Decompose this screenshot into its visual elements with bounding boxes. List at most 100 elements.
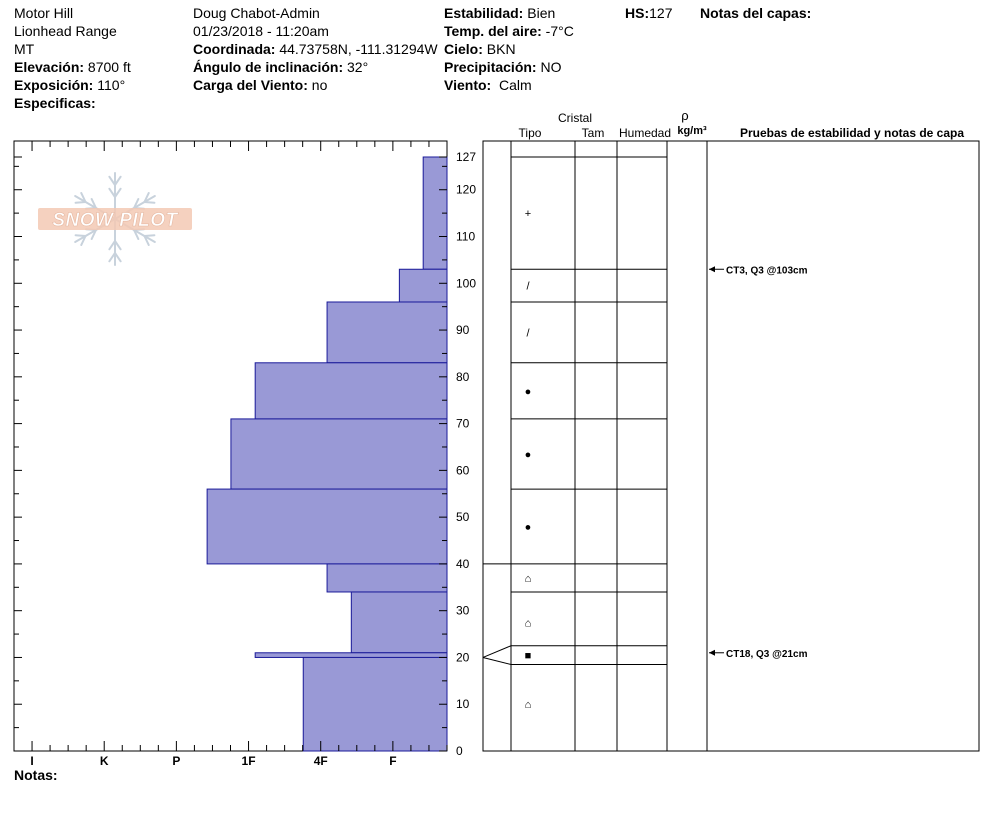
grain-symbol: /: [526, 327, 530, 339]
grain-symbol: ●: [525, 521, 532, 533]
sky: Cielo: BKN: [444, 40, 574, 58]
humedad-header: Humedad: [619, 126, 671, 140]
wind-load-value: no: [311, 77, 328, 93]
elevation-value: 8700 ft: [87, 59, 131, 75]
hardness-label: F: [389, 754, 396, 768]
hardness-bar-5: [206, 488, 448, 565]
density-unit-header: kg/m³: [677, 125, 707, 137]
hardness-bar-7: [350, 591, 448, 654]
cristal-header: Cristal: [558, 111, 592, 125]
tests-header: Pruebas de estabilidad y notas de capa: [740, 126, 964, 140]
wind-load: Carga del Viento: no: [193, 76, 438, 94]
hardness-bar-1: [398, 268, 448, 303]
wind-value: Calm: [498, 77, 532, 93]
height-label: 0: [456, 744, 463, 758]
incline: Ángulo de inclinación: 32°: [193, 58, 438, 76]
coord-value: 44.73758N, -111.31294W: [279, 41, 438, 57]
precipitation: Precipitación: NO: [444, 58, 574, 76]
precip-label: Precipitación:: [444, 59, 537, 75]
height-label: 70: [456, 417, 470, 431]
height-label: 60: [456, 463, 470, 477]
hardness-label: 1F: [242, 754, 256, 768]
hardness-bar-2: [326, 301, 448, 364]
notes-label: Notas:: [14, 767, 58, 783]
stability-value: Bien: [527, 5, 556, 21]
wind-label: Viento:: [444, 77, 492, 93]
logo-banner: [38, 208, 192, 230]
stability-tests: CT3, Q3 @103cm CT18, Q3 @21cm: [709, 265, 808, 660]
height-label: 30: [456, 604, 470, 618]
layer-rows: [482, 156, 667, 665]
sky-label: Cielo:: [444, 41, 483, 57]
aspect: Exposición: 110°: [14, 76, 131, 94]
test-arrow: [709, 266, 715, 273]
tipo-header: Tipo: [519, 126, 542, 140]
hardness-label: 4F: [314, 754, 328, 768]
hardness-bar-6: [326, 563, 448, 593]
incline-label: Ángulo de inclinación:: [193, 59, 344, 75]
wind-load-label: Carga del Viento:: [193, 77, 308, 93]
test-label: CT18, Q3 @21cm: [726, 649, 808, 660]
elevation-label: Elevación:: [14, 59, 85, 75]
height-label: 50: [456, 510, 470, 524]
height-label: 80: [456, 370, 470, 384]
hardness-label: K: [100, 754, 109, 768]
height-label: 90: [456, 323, 470, 337]
stability-label: Estabilidad:: [444, 5, 524, 21]
height-label: 40: [456, 557, 470, 571]
height-label: 20: [456, 650, 470, 664]
coord-label: Coordinada:: [193, 41, 276, 57]
range: Lionhead Range: [14, 23, 117, 39]
location: Motor Hill: [14, 5, 74, 21]
grain-symbols: + / / ● ● ● ⌂ ⌂ ■ ⌂: [525, 208, 532, 711]
stability: Estabilidad: Bien: [444, 4, 574, 22]
observer: Doug Chabot-Admin: [193, 5, 320, 21]
hardness-bars: [206, 156, 448, 752]
hardness-bar-9: [302, 656, 448, 752]
specifics: Especificas:: [14, 94, 131, 112]
test-arrow: [709, 649, 715, 656]
hardness-label: I: [30, 754, 33, 768]
grain-symbol: ●: [525, 386, 532, 398]
hs-value: 127: [649, 5, 673, 21]
coordinate: Coordinada: 44.73758N, -111.31294W: [193, 40, 438, 58]
test-label: CT3, Q3 @103cm: [726, 265, 808, 276]
grain-symbol: ⌂: [525, 699, 532, 711]
hardness-bar-3: [254, 362, 448, 420]
datetime: 01/23/2018 - 11:20am: [193, 23, 329, 39]
aspect-label: Exposición:: [14, 77, 94, 93]
state: MT: [14, 41, 35, 57]
aspect-value: 110°: [97, 77, 126, 93]
layer-connector: [482, 645, 512, 658]
layer-notes-label: Notas del capas:: [700, 5, 812, 21]
wind: Viento: Calm: [444, 76, 574, 94]
hs-label: HS:: [625, 5, 650, 21]
air-temp-value: -7°C: [545, 23, 574, 39]
rho-header: ρ: [681, 108, 688, 123]
air-temp-label: Temp. del aire:: [444, 23, 542, 39]
hardness-label: P: [172, 754, 180, 768]
logo-text: SNOW PILOT: [52, 210, 178, 231]
height-label: 120: [456, 183, 476, 197]
height-label: 100: [456, 276, 476, 290]
hs: HS:127: [625, 4, 672, 22]
grain-symbol: +: [525, 208, 531, 220]
hardness-bar-4: [230, 418, 448, 490]
precip-value: NO: [540, 59, 562, 75]
snowpilot-logo: SNOW PILOT: [38, 172, 192, 266]
layer-table-frame: [482, 140, 980, 752]
grain-symbol: ⌂: [525, 573, 532, 585]
tam-header: Tam: [582, 126, 605, 140]
height-label: 10: [456, 697, 470, 711]
air-temp: Temp. del aire: -7°C: [444, 22, 574, 40]
height-label: 110: [456, 230, 475, 244]
hardness-bar-8: [254, 652, 448, 658]
grain-symbol: /: [526, 281, 530, 293]
grain-symbol: ●: [525, 449, 532, 461]
height-label: 127: [456, 150, 476, 164]
hardness-ticks: I K P 1F 4F F: [13, 141, 448, 768]
specifics-label: Especificas:: [14, 95, 96, 111]
sky-value: BKN: [486, 41, 516, 57]
layer-connector: [482, 656, 512, 665]
